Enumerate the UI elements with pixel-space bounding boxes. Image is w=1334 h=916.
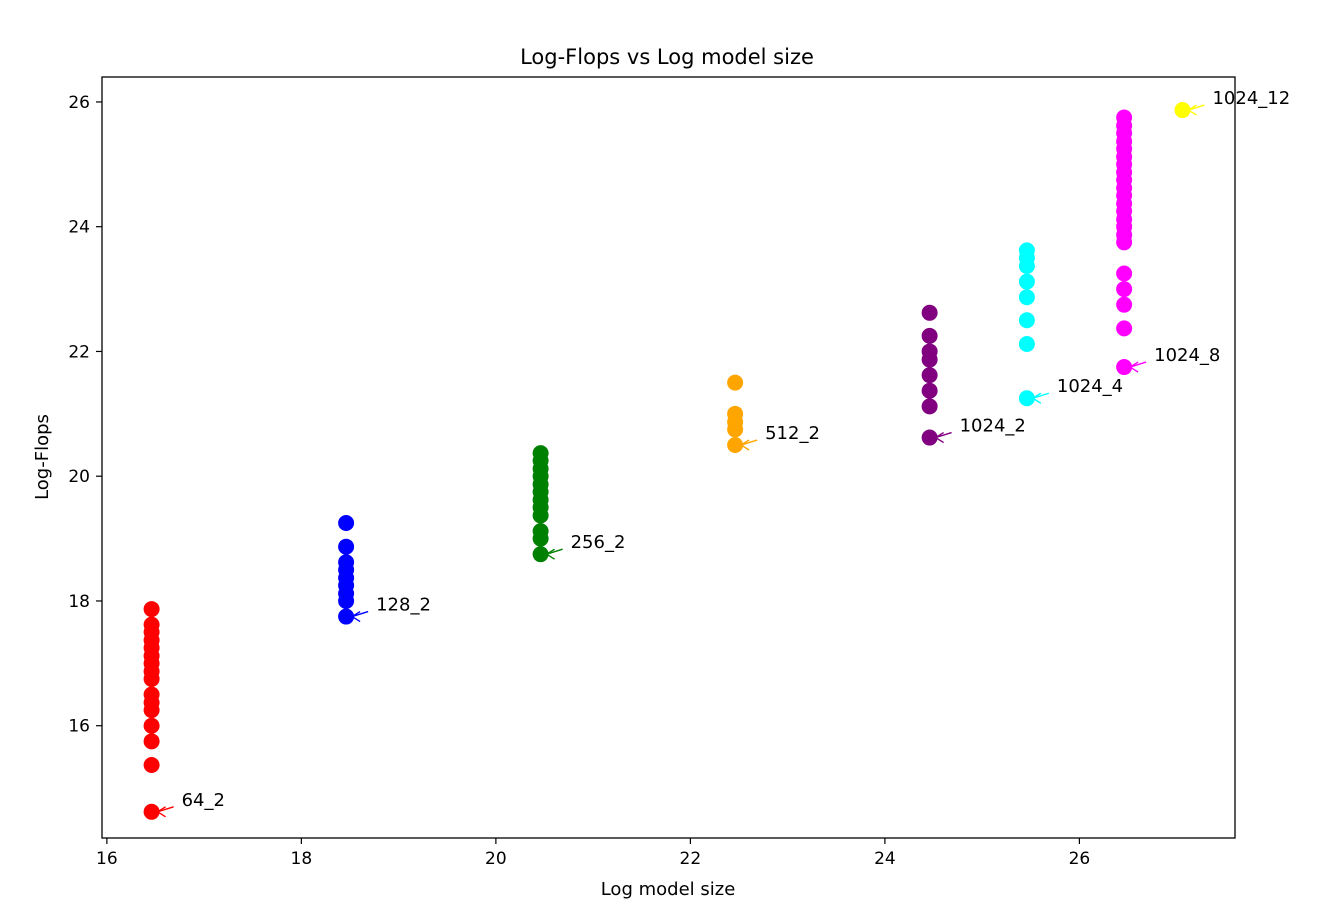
data-point bbox=[532, 523, 549, 540]
data-point bbox=[1174, 102, 1191, 119]
x-axis-label: Log model size bbox=[601, 879, 736, 900]
data-point bbox=[532, 445, 549, 462]
data-point bbox=[727, 437, 744, 454]
data-point bbox=[338, 608, 355, 625]
x-tick-label: 22 bbox=[680, 849, 702, 869]
annotation-arrow bbox=[740, 439, 758, 446]
annotation-label: 256_2 bbox=[571, 532, 626, 553]
axis-ticks: 16 18 20 22 24 26 16 18 20 22 24 26 bbox=[68, 93, 1090, 869]
data-point bbox=[143, 757, 160, 774]
annotation-arrowhead bbox=[350, 610, 361, 623]
data-point bbox=[921, 382, 938, 399]
data-point bbox=[338, 514, 355, 531]
data-point bbox=[338, 554, 355, 571]
data-point bbox=[1018, 289, 1035, 306]
data-point bbox=[143, 616, 160, 633]
annotation-arrowhead bbox=[1187, 104, 1197, 116]
annotation-arrowhead bbox=[934, 431, 944, 444]
point-annotations: 64_2 128_2 256_2 512_2 1024_2 1024_4 1024_8 102… bbox=[156, 88, 1290, 818]
data-point bbox=[143, 733, 160, 750]
data-point bbox=[1018, 335, 1035, 352]
annotation-label: 64_2 bbox=[182, 790, 225, 811]
x-tick-label: 18 bbox=[291, 849, 313, 869]
annotation-label: 512_2 bbox=[765, 423, 820, 444]
annotation-label: 1024_2 bbox=[960, 416, 1026, 437]
data-point bbox=[143, 717, 160, 734]
y-tick-label: 16 bbox=[68, 717, 90, 737]
annotation-arrowhead bbox=[1031, 392, 1042, 404]
data-point bbox=[921, 343, 938, 360]
chart-title: Log-Flops vs Log model size bbox=[520, 45, 814, 69]
data-point bbox=[143, 686, 160, 703]
data-point bbox=[1018, 312, 1035, 329]
x-tick-label: 20 bbox=[485, 849, 507, 869]
data-point bbox=[1018, 273, 1035, 290]
annotation-label: 1024_4 bbox=[1057, 376, 1123, 397]
annotation-arrow bbox=[1032, 392, 1050, 399]
y-tick-label: 24 bbox=[68, 218, 90, 238]
annotation-arrow bbox=[157, 806, 174, 813]
data-point bbox=[143, 601, 160, 618]
data-point bbox=[1116, 296, 1133, 313]
data-point bbox=[532, 546, 549, 563]
x-tick-label: 16 bbox=[96, 849, 118, 869]
data-point bbox=[1018, 390, 1035, 407]
annotation-arrow bbox=[351, 610, 369, 618]
data-points bbox=[143, 102, 1191, 820]
data-point bbox=[727, 405, 744, 422]
plot-frame bbox=[101, 76, 1236, 839]
data-point bbox=[921, 367, 938, 384]
annotation-label: 128_2 bbox=[376, 595, 431, 616]
annotation-arrow bbox=[1188, 104, 1205, 111]
data-point bbox=[1116, 109, 1133, 126]
data-point bbox=[921, 304, 938, 321]
data-point bbox=[1116, 265, 1133, 282]
annotation-arrow bbox=[935, 431, 952, 439]
annotation-label: 1024_12 bbox=[1212, 88, 1290, 109]
data-point bbox=[338, 538, 355, 555]
annotation-arrow bbox=[546, 548, 563, 555]
annotation-arrowhead bbox=[545, 548, 555, 560]
x-tick-label: 26 bbox=[1069, 849, 1091, 869]
data-point bbox=[1116, 359, 1133, 376]
data-point bbox=[921, 429, 938, 446]
data-point bbox=[727, 374, 744, 391]
annotation-arrowhead bbox=[739, 439, 750, 451]
data-point bbox=[1116, 281, 1133, 298]
y-axis-label: Log-Flops bbox=[32, 414, 53, 500]
y-tick-label: 26 bbox=[68, 93, 90, 113]
data-point bbox=[143, 803, 160, 820]
data-point bbox=[1116, 320, 1133, 337]
y-tick-label: 18 bbox=[68, 592, 90, 612]
y-tick-label: 22 bbox=[68, 342, 90, 362]
annotation-arrowhead bbox=[1128, 361, 1139, 373]
data-point bbox=[921, 327, 938, 344]
x-tick-label: 24 bbox=[874, 849, 896, 869]
annotation-arrowhead bbox=[156, 806, 166, 818]
annotation-label: 1024_8 bbox=[1154, 345, 1220, 366]
data-point bbox=[1018, 242, 1035, 259]
annotation-arrow bbox=[1129, 361, 1147, 368]
data-point bbox=[921, 398, 938, 415]
y-tick-label: 20 bbox=[68, 467, 90, 487]
